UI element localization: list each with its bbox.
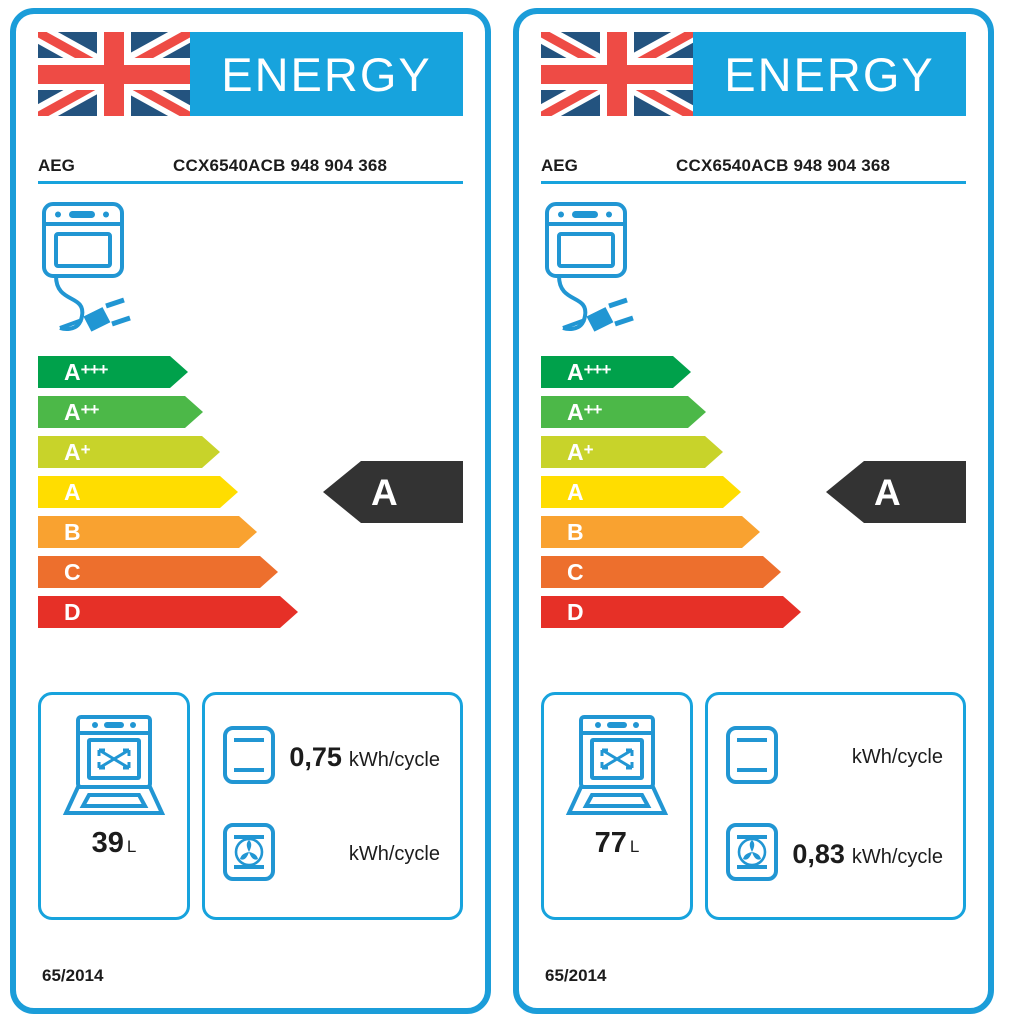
energy-title-band: ENERGY [190,32,463,116]
model-identifier: CCX6540ACB 948 904 368 [676,156,891,175]
energy-rating-value: A [371,471,398,513]
energy-class-bar: B [38,516,257,548]
conventional-kwh-unit: kWh/cycle [348,749,440,771]
energy-class-scale: A+++ A++ A+ A B [541,356,966,628]
cavity-volume-box: 77 L [541,692,693,920]
energy-class-label: C [64,558,81,585]
oven-cavity-volume-icon [565,715,669,815]
energy-class-label: A [567,478,584,505]
energy-class-bar: A++ [541,396,706,428]
conventional-consumption-row: kWh/cycle [724,714,947,802]
energy-class-label: A+++ [567,358,611,385]
energy-class-bar: C [541,556,781,588]
model-identifier: CCX6540ACB 948 904 368 [173,156,388,175]
energy-title: ENERGY [724,47,935,101]
fan-consumption-value: 0,83 kWh/cycle [786,839,947,870]
energy-consumption-box: kWh/cycle [705,692,966,920]
regulation-reference: 65/2014 [42,966,104,985]
fan-consumption-row: kWh/cycle [221,811,444,899]
cavity-volume-box: 39 L [38,692,190,920]
volume-number: 39 [91,827,124,859]
energy-class-bar: A++ [38,396,203,428]
energy-class-bar: A+ [541,436,723,468]
conventional-kwh-unit: kWh/cycle [851,746,943,768]
energy-class-bar: B [541,516,760,548]
energy-class-label: B [64,518,81,545]
fan-kwh-unit: kWh/cycle [348,843,440,865]
fan-consumption-row: 0,83 kWh/cycle [724,811,947,899]
energy-class-label: A++ [64,398,99,425]
energy-class-bar: A [541,476,741,508]
brand-name: AEG [541,156,578,175]
oven-cavity-volume-icon [62,715,166,815]
energy-class-bar: D [541,596,801,628]
energy-label-left: ENERGY AEG CCX6540ACB 948 904 368 [10,8,491,1014]
brand-model-row: AEG CCX6540ACB 948 904 368 [541,146,966,178]
energy-class-bar: A+++ [541,356,691,388]
cavity-volume-value: 77 L [595,827,640,860]
brand-model-row: AEG CCX6540ACB 948 904 368 [38,146,463,178]
energy-rating-badge: A [323,461,463,523]
label-header: ENERGY [38,32,463,116]
energy-class-bar: C [38,556,278,588]
conventional-consumption-value: kWh/cycle [786,746,947,769]
fan-kwh-number: 0,83 [792,839,845,869]
energy-class-label: A+++ [64,358,108,385]
energy-title: ENERGY [221,47,432,101]
label-header: ENERGY [541,32,966,116]
energy-class-label: A++ [567,398,602,425]
conventional-kwh-number: 0,75 [289,742,342,772]
energy-class-label: B [567,518,584,545]
energy-class-label: D [64,598,81,625]
brand-name: AEG [38,156,75,175]
label-info-area: 77 L kWh/cy [541,692,966,920]
energy-rating-value: A [874,471,901,513]
energy-class-label: A [64,478,81,505]
energy-title-band: ENERGY [693,32,966,116]
header-divider [38,181,463,184]
uk-flag-icon [38,32,190,116]
uk-flag-icon [541,32,693,116]
energy-rating-badge: A [826,461,966,523]
fan-consumption-value: kWh/cycle [283,843,444,866]
conventional-consumption-row: 0,75 kWh/cycle [221,714,444,802]
cavity-volume-value: 39 L [92,827,137,860]
conventional-oven-icon [221,724,283,791]
energy-label-right: ENERGY AEG CCX6540ACB 948 904 368 [513,8,994,1014]
energy-class-bar: A+++ [38,356,188,388]
fan-forced-oven-icon [221,821,283,888]
conventional-consumption-value: 0,75 kWh/cycle [283,742,444,773]
energy-class-label: A+ [64,438,91,465]
energy-class-bar: A [38,476,238,508]
fan-forced-oven-icon [724,821,786,888]
oven-with-plug-icon [541,198,966,350]
label-info-area: 39 L 0,75 kW [38,692,463,920]
energy-class-label: A+ [567,438,594,465]
energy-class-label: D [567,598,584,625]
oven-with-plug-icon [38,198,463,350]
header-divider [541,181,966,184]
regulation-reference: 65/2014 [545,966,607,985]
energy-consumption-box: 0,75 kWh/cycle [202,692,463,920]
volume-number: 77 [594,827,627,859]
volume-unit: L [126,837,137,856]
volume-unit: L [629,837,640,856]
energy-class-label: C [567,558,584,585]
fan-kwh-unit: kWh/cycle [851,846,943,868]
energy-class-scale: A+++ A++ A+ A B [38,356,463,628]
conventional-oven-icon [724,724,786,791]
energy-class-bar: A+ [38,436,220,468]
energy-class-bar: D [38,596,298,628]
